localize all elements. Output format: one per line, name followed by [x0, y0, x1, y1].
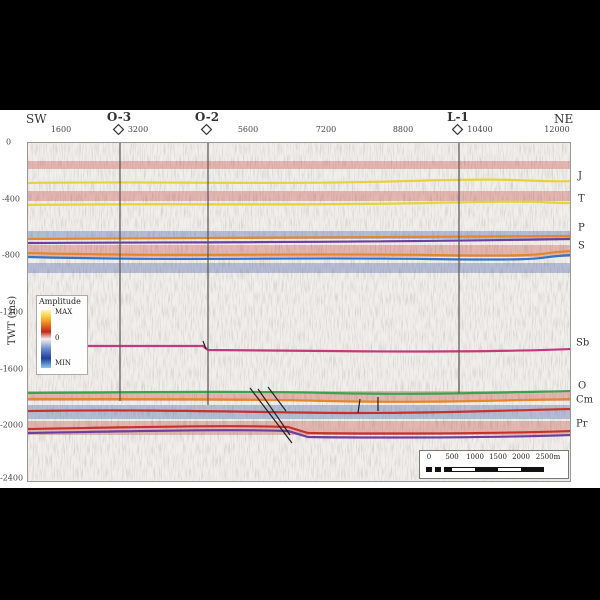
- horizon-label: P: [578, 222, 585, 234]
- x-tick-label: 5600: [237, 125, 259, 134]
- y-tick-label: -2000: [0, 420, 24, 430]
- direction-right-label: NE: [554, 112, 574, 126]
- fault-line: [257, 388, 291, 436]
- well-label-o2: O-2: [194, 110, 220, 124]
- horizon-lines: [28, 178, 570, 439]
- horizon-cm-line: [28, 397, 570, 403]
- scale-segment: [521, 467, 544, 472]
- horizon-cm2-line: [28, 407, 570, 415]
- legend-min-label: MIN: [55, 359, 72, 367]
- horizon-sb-line: [88, 344, 570, 353]
- well-markers: [112, 123, 464, 136]
- y-tick-label: -800: [2, 250, 20, 260]
- horizon-j-line: [28, 178, 570, 185]
- y-tick-label: -400: [2, 194, 20, 204]
- amplitude-colorbar: [41, 310, 51, 368]
- horizon-o-line: [28, 389, 570, 395]
- x-tick-label: 12000: [544, 125, 570, 134]
- direction-left-label: SW: [26, 112, 47, 126]
- horizon-label: Cm: [576, 394, 594, 406]
- y-tick-label: 0: [6, 137, 12, 147]
- x-tick-label: 8800: [392, 125, 414, 134]
- scale-tick-label: 1000: [466, 453, 484, 461]
- well-marker-icon: [112, 123, 125, 136]
- reflection-texture: [28, 143, 570, 481]
- fault-line: [267, 386, 287, 412]
- y-tick-label: -1200: [0, 307, 24, 317]
- amplitude-band: [28, 263, 570, 273]
- horizon-label: T: [578, 193, 585, 205]
- horizon-t-line: [28, 200, 570, 207]
- scale-bar: 0 500 1000 1500 2000 2500m: [419, 450, 569, 479]
- y-tick-label: -2400: [0, 473, 24, 483]
- horizon-label: J: [578, 170, 583, 182]
- scale-tick-label: 2000: [512, 453, 530, 461]
- seismic-section-canvas: [28, 143, 570, 481]
- amplitude-legend: Amplitude MAX 0 MIN: [36, 295, 88, 375]
- scale-segment: [435, 467, 441, 472]
- horizon-label: S: [578, 240, 585, 252]
- horizon-p-line: [28, 237, 570, 245]
- fault-line: [202, 340, 207, 350]
- horizon-pr-line: [28, 429, 570, 439]
- amplitude-band: [28, 391, 570, 401]
- horizon-s-orange-line: [28, 250, 570, 257]
- horizon-s-line: [28, 254, 570, 261]
- legend-max-label: MAX: [55, 308, 73, 316]
- well-marker-icon: [451, 123, 464, 136]
- well-label-o3: O-3: [106, 110, 132, 124]
- amplitude-band: [28, 191, 570, 201]
- fault-line: [249, 387, 293, 444]
- legend-title: Amplitude: [39, 297, 81, 306]
- scale-tick-label: 500: [445, 453, 459, 461]
- seismic-section: [27, 142, 571, 482]
- legend-zero-label: 0: [55, 334, 60, 342]
- seismic-figure: SW NE O-3 O-2 L-1 1600 3200 5600 7200 88…: [0, 110, 600, 488]
- y-tick-label: -1600: [0, 364, 24, 374]
- horizon-label: O: [578, 380, 587, 392]
- horizon-pr-red-line: [28, 425, 570, 435]
- amplitude-band: [28, 161, 570, 169]
- horizon-label: Pr: [576, 418, 588, 430]
- horizon-t2-line: [28, 234, 570, 241]
- fault-line: [357, 398, 361, 414]
- well-tracks: [119, 143, 460, 405]
- horizon-label: Sb: [576, 337, 590, 349]
- scale-tick-label: 0: [426, 453, 432, 461]
- scale-tick-label: 2500m: [535, 453, 561, 461]
- y-axis-title: TWT (ms): [7, 295, 19, 346]
- scale-tick-label: 1500: [489, 453, 507, 461]
- scale-segment: [426, 467, 432, 472]
- scale-segment: [444, 467, 452, 472]
- scale-segment: [498, 467, 521, 472]
- scale-segment: [452, 467, 475, 472]
- fault-lines: [202, 340, 379, 444]
- x-tick-label: 10400: [467, 125, 493, 134]
- x-tick-label: 1600: [50, 125, 72, 134]
- well-marker-icon: [200, 123, 213, 136]
- scale-segment: [475, 467, 498, 472]
- x-tick-label: 3200: [127, 125, 149, 134]
- amplitude-bands: [28, 161, 570, 435]
- x-tick-label: 7200: [315, 125, 337, 134]
- well-label-l1: L-1: [447, 110, 469, 124]
- amplitude-band: [28, 231, 570, 239]
